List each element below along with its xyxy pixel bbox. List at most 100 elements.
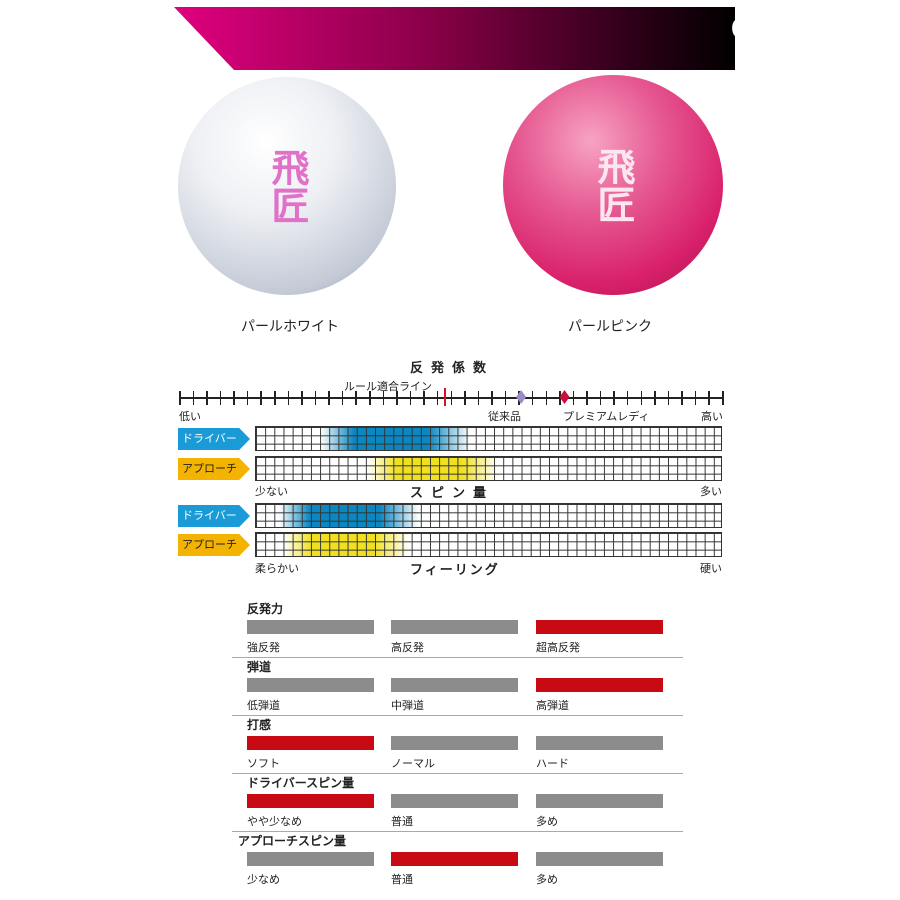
scale-tick [192, 391, 195, 405]
scale-tick [708, 391, 710, 405]
scale-tick [477, 391, 480, 405]
ball-label-white: パールホワイト [241, 319, 339, 335]
scale-tick [436, 391, 439, 405]
spin-high-label: 多い [700, 485, 722, 498]
grid-lines [256, 427, 721, 450]
spec-bar-selected [391, 852, 518, 866]
scale-tick [464, 391, 466, 405]
spin-grid-driver [255, 426, 722, 451]
scale-tick [694, 391, 697, 405]
scale-tick [328, 391, 330, 405]
scale-tick [667, 391, 670, 405]
scale-tick [246, 391, 249, 405]
spec-bar [536, 736, 663, 750]
spec-bar [391, 678, 518, 692]
spec-bar [247, 620, 374, 634]
scale-tick [654, 391, 656, 405]
spin-grid-approach [255, 456, 722, 481]
marker-label-premium-lady: プレミアムレディ [563, 410, 650, 423]
spec-bar [536, 794, 663, 808]
spec-title: アプローチスピン量 [238, 834, 347, 848]
scale-tick [233, 391, 235, 405]
restitution-scale [179, 388, 724, 406]
scale-tick [341, 391, 344, 405]
feeling-title: フィーリング [410, 563, 500, 578]
spec-option-label: 中弾道 [391, 699, 424, 712]
spec-option-label: ノーマル [391, 757, 435, 770]
rule-line-label: ルール適合ライン [344, 380, 432, 393]
spec-title: ドライバースピン量 [247, 776, 355, 790]
spec-option-label: 高弾道 [536, 699, 569, 712]
spec-bar-selected [536, 620, 663, 634]
scale-high-label: 高い [701, 410, 723, 423]
divider [232, 831, 683, 832]
scale-tick [545, 391, 548, 405]
spec-bar [391, 736, 518, 750]
scale-tick [260, 391, 262, 405]
scale-tick [722, 391, 724, 405]
scale-low-label: 低い [179, 410, 201, 423]
golf-ball-pearl-pink: 飛匠 [503, 75, 723, 295]
feeling-high-label: 硬い [700, 562, 722, 575]
scale-tick [681, 391, 683, 405]
spin-tag-driver: ドライバー [178, 428, 250, 450]
spec-option-label: 超高反発 [536, 641, 580, 654]
spec-option-label: 普通 [391, 873, 413, 886]
golf-ball-pearl-white: 飛匠 [178, 77, 396, 295]
spec-option-label: 高反発 [391, 641, 424, 654]
feeling-tag-driver: ドライバー [178, 505, 250, 527]
spec-title: 打感 [247, 718, 272, 732]
conventional-marker [516, 390, 527, 404]
scale-tick [586, 391, 588, 405]
feeling-low-label: 柔らかい [255, 562, 299, 575]
spec-option-label: ハード [536, 757, 569, 770]
marker-label-conventional: 従来品 [488, 410, 521, 423]
spec-option-label: 強反発 [247, 641, 280, 654]
spec-option-label: ソフト [247, 757, 280, 770]
grid-lines [256, 533, 721, 556]
spec-bar [247, 852, 374, 866]
scale-tick [219, 391, 222, 405]
scale-tick [355, 391, 357, 405]
premium-lady-marker [559, 390, 570, 404]
spec-bar [247, 678, 374, 692]
scale-tick [274, 391, 276, 405]
scale-tick [491, 391, 493, 405]
scale-tick [409, 391, 412, 405]
scale-tick [504, 391, 507, 405]
scale-tick [613, 391, 615, 405]
scale-tick [179, 391, 181, 405]
spec-option-label: 低弾道 [247, 699, 280, 712]
scale-tick [206, 391, 208, 405]
spec-bar-selected [247, 794, 374, 808]
spec-title: 弾道 [247, 660, 272, 674]
scale-tick [559, 391, 561, 405]
divider [232, 657, 683, 658]
banner-title: COLOR [730, 12, 858, 47]
scale-tick [396, 391, 398, 405]
scale-tick [531, 391, 534, 405]
scale-tick [450, 391, 452, 405]
spec-bar [391, 794, 518, 808]
restitution-title: 反発係数 [410, 361, 495, 376]
spec-title: 反発力 [247, 602, 284, 616]
spec-option-label: 多め [536, 873, 558, 886]
spec-bar-selected [536, 678, 663, 692]
spin-title: スピン量 [410, 486, 495, 501]
scale-tick [382, 391, 385, 405]
color-banner [174, 7, 735, 70]
rule-line-marker [444, 388, 447, 406]
spec-option-label: 少なめ [247, 873, 280, 886]
ball-logo: 飛匠 [591, 147, 636, 223]
feeling-tag-approach: アプローチ [178, 534, 250, 556]
spin-low-label: 少ない [255, 485, 288, 498]
divider [232, 773, 683, 774]
scale-tick [301, 391, 303, 405]
divider [232, 715, 683, 716]
spec-option-label: 多め [536, 815, 558, 828]
ball-logo: 飛匠 [265, 148, 310, 224]
spin-tag-approach: アプローチ [178, 458, 250, 480]
scale-tick [599, 391, 602, 405]
scale-tick [572, 391, 575, 405]
ball-label-pink: パールピンク [568, 319, 652, 335]
